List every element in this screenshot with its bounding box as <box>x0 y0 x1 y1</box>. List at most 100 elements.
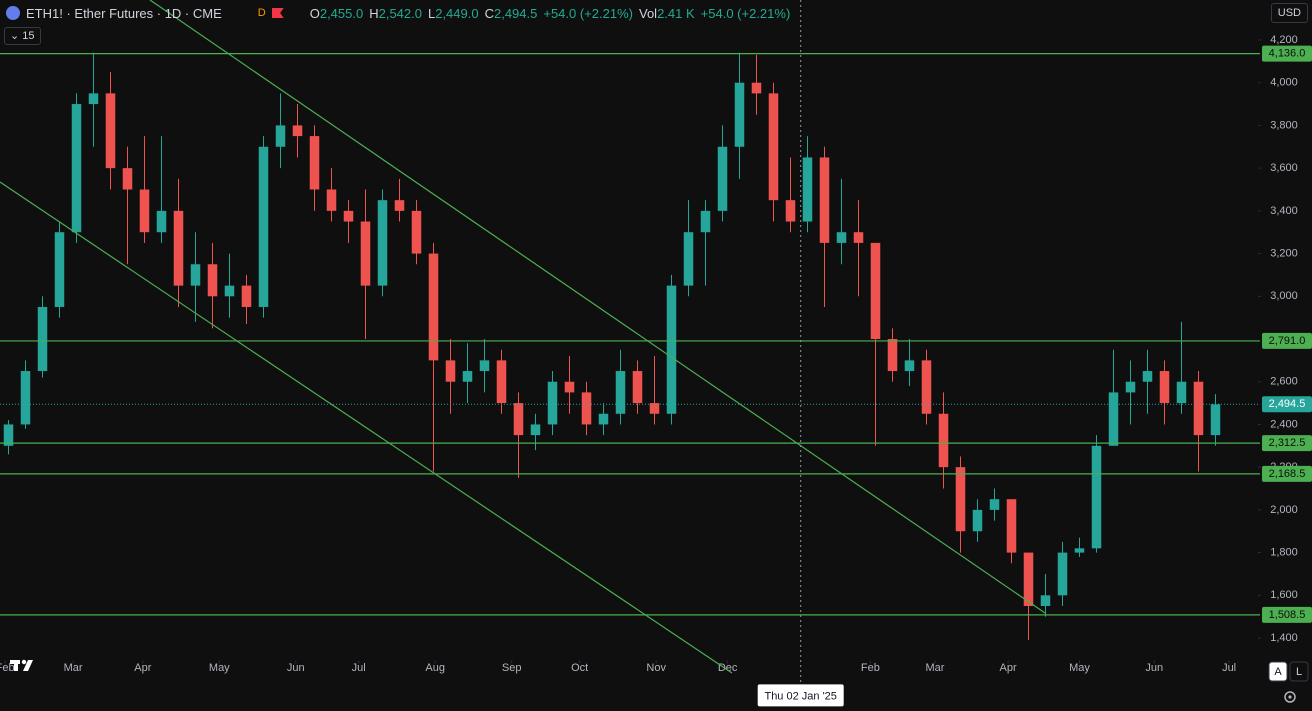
candle-body <box>751 82 762 94</box>
level-label: 4,136.0 <box>1269 48 1306 60</box>
x-tick-label: Dec <box>718 662 738 674</box>
candle-body <box>1142 371 1153 382</box>
trend-line <box>0 181 733 674</box>
x-tick-label: Apr <box>134 662 151 674</box>
candle-body <box>173 210 184 286</box>
candle-body <box>700 210 711 233</box>
x-tick-label: Jul <box>1222 662 1236 674</box>
candle-body <box>54 232 65 307</box>
candle-body <box>309 136 320 190</box>
ohlc-key: C <box>484 5 494 21</box>
x-tick-label: May <box>1069 662 1090 674</box>
candle-body <box>853 232 864 243</box>
candle-body <box>445 360 456 382</box>
candle-body <box>1040 595 1051 607</box>
candle-body <box>1023 552 1034 607</box>
candle-body <box>887 339 898 372</box>
level-badge <box>1262 606 1312 623</box>
candle-body <box>615 371 626 414</box>
candle-body <box>258 146 269 307</box>
settings-icon[interactable] <box>1284 691 1296 703</box>
candle-body <box>428 253 439 361</box>
y-tick-label: 3,600 <box>1270 162 1298 174</box>
ohlc-value: 2,449.0 <box>435 5 479 21</box>
symbol-icon <box>6 6 20 20</box>
candle-body <box>904 360 915 372</box>
x-tick-label: Apr <box>1000 662 1017 674</box>
candle-body <box>71 104 82 233</box>
candle-body <box>1125 381 1136 393</box>
candle-body <box>785 200 796 222</box>
level-badge <box>1262 332 1312 349</box>
level-label: 2,312.5 <box>1269 437 1306 449</box>
candle-body <box>1006 499 1017 553</box>
x-tick-label: Sep <box>502 662 522 674</box>
x-tick-label: Mar <box>64 662 83 674</box>
scale-button-label[interactable]: L <box>1296 666 1302 678</box>
currency[interactable]: USD <box>1270 3 1308 23</box>
candle-body <box>734 82 745 147</box>
candle-body <box>326 189 337 211</box>
ohlc-key: L <box>427 5 436 21</box>
flag-icon[interactable] <box>271 8 284 18</box>
candle-body <box>1159 371 1170 404</box>
candle-body <box>479 360 490 372</box>
candle-body <box>972 509 983 532</box>
trend-line <box>149 0 1046 614</box>
candle-body <box>649 403 660 414</box>
scale-button-label[interactable]: A <box>1274 666 1282 678</box>
x-tick-label: Mar <box>926 662 945 674</box>
candle-body <box>462 371 473 382</box>
ohlc-value: 2,542.0 <box>378 5 422 21</box>
level-label: 2,168.5 <box>1269 468 1306 480</box>
interval: 15 <box>22 30 35 42</box>
crosshair-label: Thu 02 Jan '25 <box>764 690 836 702</box>
y-tick-label: 3,400 <box>1270 205 1298 217</box>
y-tick-label: 4,000 <box>1270 77 1298 89</box>
x-tick-label: Jul <box>352 662 366 674</box>
plot: 1,4001,6001,8002,0002,2002,4002,6003,000… <box>0 34 1298 674</box>
symbol[interactable]: ETH1! · Ether Futures · 1D · CME <box>26 5 222 21</box>
candle-body <box>275 125 286 147</box>
candle-body <box>88 93 99 105</box>
candle-body <box>105 93 116 169</box>
last-price-badge <box>1262 396 1312 413</box>
candle-body <box>1057 552 1068 596</box>
candle-body <box>1091 445 1102 549</box>
candle-body <box>292 125 303 137</box>
x-tick-label: May <box>209 662 230 674</box>
candle-body <box>870 242 881 340</box>
candle-body <box>1210 404 1221 436</box>
candle-body <box>360 221 371 286</box>
level-label: 1,508.5 <box>1269 609 1306 621</box>
x-tick-label: Feb <box>0 662 15 674</box>
candle-body <box>564 381 575 393</box>
ohlc-value: 2,494.5 <box>493 5 538 21</box>
candle-body <box>37 306 48 372</box>
vol-value: 2.41 K <box>657 5 695 21</box>
y-tick-label: 4,200 <box>1270 34 1298 46</box>
candle-body <box>122 168 133 190</box>
candle-body <box>1074 548 1085 553</box>
x-tick-label: Oct <box>571 662 588 674</box>
candle-body <box>819 157 830 243</box>
scale-button[interactable] <box>1289 661 1309 682</box>
change: +54.0 (+2.21%) <box>543 5 633 21</box>
candle-body <box>343 210 354 222</box>
candle-body <box>955 467 966 532</box>
scale-button[interactable] <box>1268 661 1288 682</box>
vol-change: +54.0 (+2.21%) <box>700 5 791 21</box>
ohlc-key: O <box>309 5 320 21</box>
x-tick-label: Jun <box>287 662 305 674</box>
candle-body <box>207 264 218 297</box>
level-badge <box>1262 465 1312 482</box>
candle-body <box>156 210 167 233</box>
data-badge: D <box>257 7 266 19</box>
tv-logo <box>10 659 33 671</box>
ohlc-key: H <box>369 5 379 21</box>
y-tick-label: 3,800 <box>1270 119 1298 131</box>
interval-toggle[interactable]: ⌄ 15 <box>4 27 41 45</box>
